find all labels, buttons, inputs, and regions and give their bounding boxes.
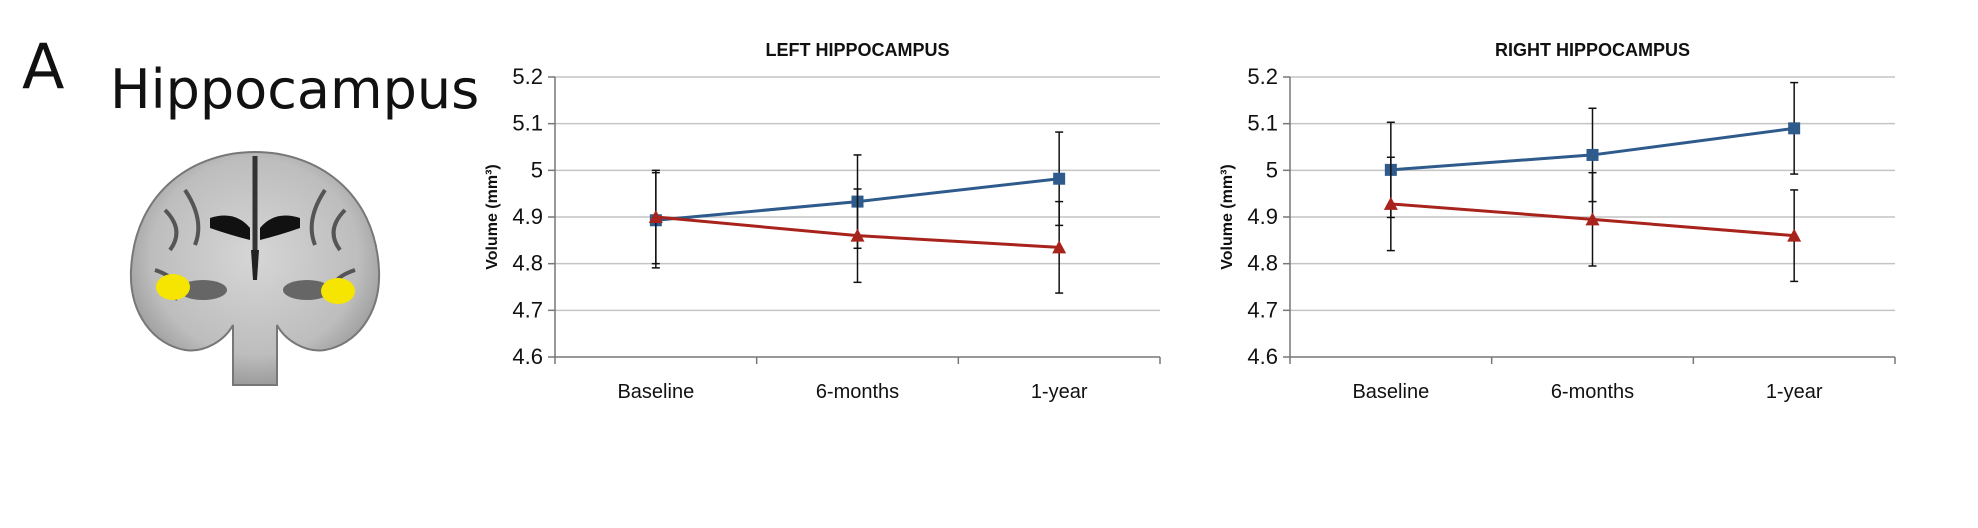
region-title: Hippocampus [110,58,480,121]
right-hippocampus-chart: RIGHT HIPPOCAMPUS 4.6 4.7 4.8 4.9 5 5.1 5.2 Base… [1219,40,1896,403]
series-blue-point [1788,122,1801,135]
panel-letter: A [22,30,65,103]
y-tick-label: 5 [531,157,543,182]
series-red-point [850,228,865,242]
chart-title: LEFT HIPPOCAMPUS [765,40,949,60]
left-hippocampus-chart: LEFT HIPPOCAMPUS 4.6 4.7 4.8 4.9 5 5.1 5.2 Basel… [484,40,1161,403]
y-tick-label: 4.6 [1247,344,1278,369]
brain-coronal-slice-image [129,150,381,386]
y-tick-label: 5.1 [512,111,543,136]
x-tick-label: 6-months [816,381,899,403]
x-tick-label: 1-year [1766,381,1823,403]
y-tick-label: 4.6 [512,344,543,369]
y-tick-label: 5.2 [1247,64,1278,89]
series-red-point [1787,228,1802,242]
x-tick-label: 1-year [1031,381,1088,403]
series-red-point [1052,240,1067,254]
series-red-point [1585,212,1600,226]
y-tick-label: 4.8 [512,251,543,276]
y-axis-label: Volume (mm³) [1219,164,1236,269]
y-tick-label: 5.2 [512,64,543,89]
series-red-point [648,210,663,223]
y-tick-label: 5 [1266,157,1278,182]
x-tick-label: Baseline [1352,381,1429,403]
series-blue-point [1053,172,1066,185]
y-tick-label: 4.7 [512,297,543,322]
chart-title: RIGHT HIPPOCAMPUS [1495,40,1690,60]
x-tick-label: 6-months [1551,381,1634,403]
y-tick-label: 4.9 [512,204,543,229]
y-tick-label: 4.9 [1247,204,1278,229]
series-red-point [1383,196,1398,210]
y-axis-label: Volume (mm³) [484,164,501,269]
y-tick-label: 4.7 [1247,297,1278,322]
series-blue-point [1586,148,1599,161]
right-hippocampus-highlight [321,278,355,304]
y-tick-label: 5.1 [1247,111,1278,136]
x-tick-label: Baseline [617,381,694,403]
left-hippocampus-highlight [156,274,190,300]
y-tick-label: 4.8 [1247,251,1278,276]
